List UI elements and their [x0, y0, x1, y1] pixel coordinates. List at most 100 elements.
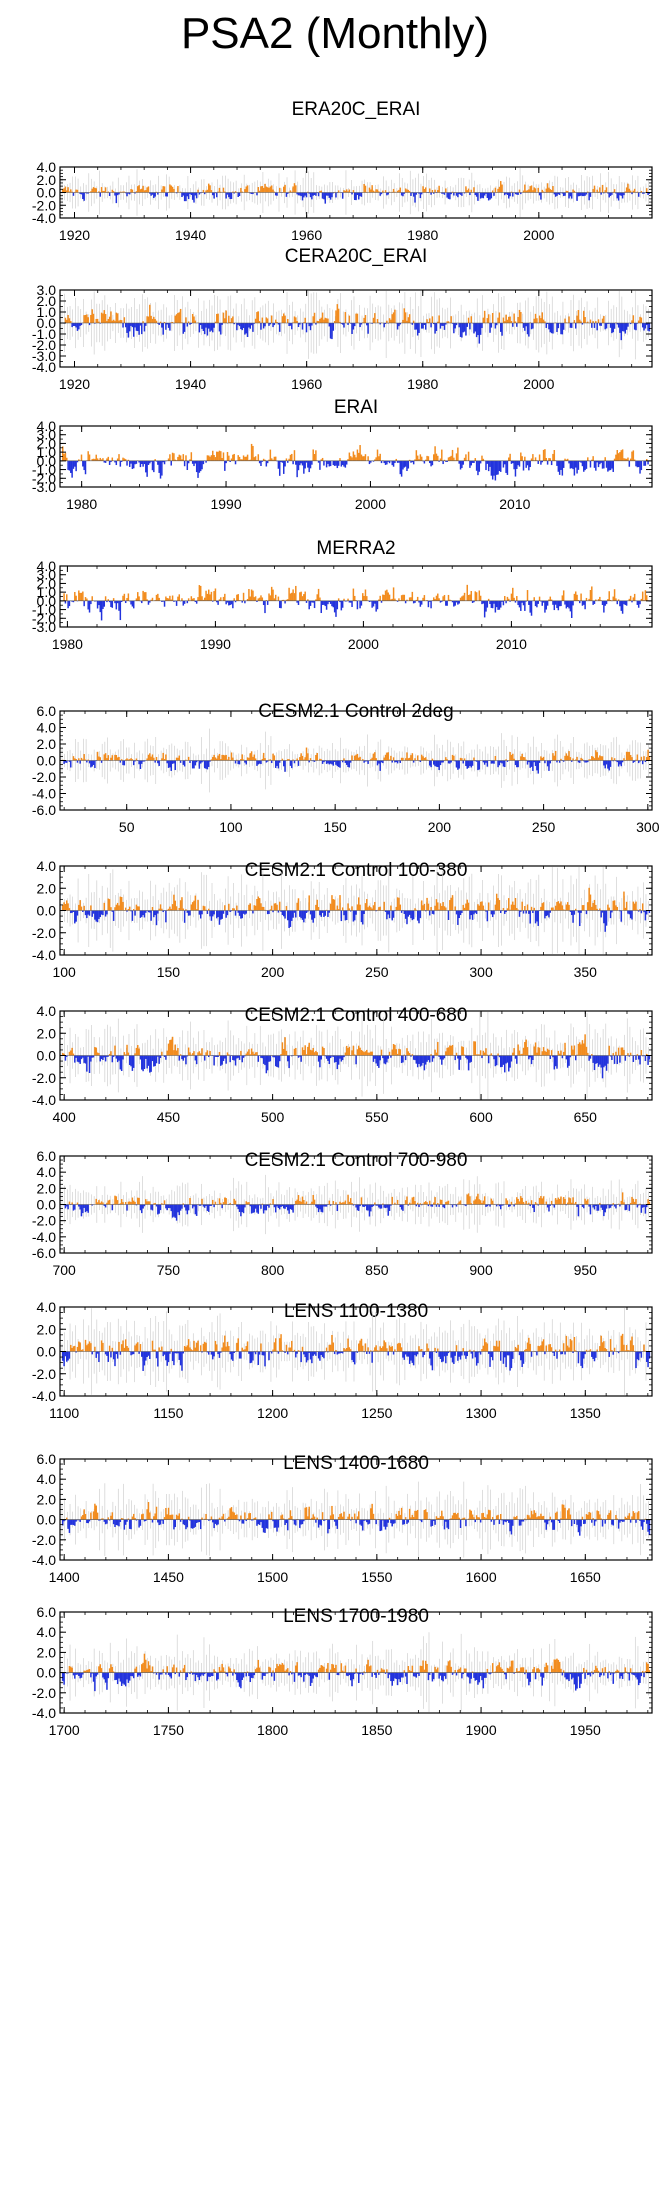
bar-negative: [394, 760, 396, 763]
bar-negative: [601, 1055, 604, 1079]
bar-positive: [560, 901, 562, 911]
bar-positive: [424, 459, 427, 461]
bar-positive: [111, 320, 114, 323]
bar-positive: [521, 753, 523, 761]
bar-negative: [579, 910, 581, 927]
bar-positive: [242, 592, 245, 601]
bar-positive: [241, 191, 243, 193]
bar-negative: [481, 1055, 483, 1059]
bar-positive: [445, 188, 447, 193]
bar-positive: [177, 596, 179, 601]
bar-positive: [605, 187, 608, 193]
panel-2: CERA20C_ERAI3.02.01.00.0-1.0-2.0-3.0-4.0…: [32, 246, 653, 392]
bar-negative: [400, 192, 403, 196]
bar-negative: [75, 1055, 77, 1058]
bar-negative: [124, 192, 127, 194]
bar-negative: [111, 600, 114, 608]
bar-negative: [627, 910, 629, 914]
bar-negative: [396, 600, 399, 602]
bar-positive: [281, 316, 284, 323]
bar-positive: [378, 191, 380, 193]
bar-positive: [241, 459, 243, 461]
bar-negative: [620, 192, 623, 196]
bar-negative: [424, 910, 427, 912]
bar-positive: [486, 318, 489, 323]
bar-negative: [537, 460, 539, 464]
bar-negative: [190, 192, 193, 196]
bar-negative: [68, 760, 71, 762]
bar-negative: [202, 760, 205, 762]
bar-negative: [340, 600, 343, 611]
bar-negative: [399, 760, 402, 763]
bar-negative: [478, 323, 481, 344]
bar-negative: [453, 192, 455, 196]
bar-negative: [191, 460, 194, 464]
bar-positive: [587, 457, 589, 461]
bar-negative: [143, 760, 146, 762]
bar-positive: [230, 752, 233, 761]
bar-positive: [293, 450, 296, 461]
bar-negative: [595, 460, 597, 471]
bar-negative: [459, 323, 462, 337]
bar-negative: [509, 1055, 511, 1068]
bar-negative: [497, 460, 499, 475]
y-tick-label: 0.0: [37, 903, 57, 919]
bar-positive: [307, 599, 309, 601]
x-tick-label: 550: [365, 1109, 389, 1125]
bar-positive: [491, 312, 494, 323]
bar-positive: [568, 904, 570, 911]
y-tick-label: 2.0: [37, 1025, 57, 1041]
bar-negative: [474, 192, 477, 196]
bar-negative: [600, 460, 602, 463]
bar-positive: [518, 309, 521, 323]
bar-positive: [203, 597, 206, 601]
bar-positive: [295, 1047, 297, 1056]
bar-negative: [272, 323, 274, 328]
bar-positive: [572, 1049, 574, 1056]
bar-negative: [169, 760, 171, 768]
bar-negative: [570, 460, 573, 469]
bar-positive: [273, 598, 276, 601]
bar-negative: [232, 1055, 234, 1061]
bar-negative: [153, 192, 155, 199]
bar-negative: [499, 1055, 502, 1068]
bar-positive: [98, 459, 100, 461]
bar-negative: [427, 1055, 430, 1061]
bar-negative: [545, 910, 548, 916]
bar-positive: [392, 587, 395, 601]
bar-negative: [611, 192, 613, 195]
bar-negative: [115, 600, 118, 610]
bar-positive: [557, 901, 560, 911]
bar-negative: [347, 760, 349, 767]
bar-positive: [588, 598, 590, 601]
bar-negative: [493, 192, 495, 196]
bar-negative: [557, 600, 560, 611]
bar-positive: [376, 189, 379, 193]
bar-negative: [520, 910, 522, 912]
bar-positive: [87, 759, 89, 761]
bar-positive: [396, 1053, 399, 1056]
bar-negative: [295, 460, 297, 465]
bar-positive: [549, 458, 552, 461]
bar-positive: [220, 191, 222, 193]
bar-positive: [364, 589, 367, 601]
bar-positive: [465, 454, 467, 461]
bar-negative: [115, 1055, 118, 1059]
bar-negative: [189, 192, 191, 194]
bar-negative: [207, 323, 210, 329]
bar-positive: [376, 909, 379, 911]
bar-positive: [138, 185, 140, 193]
bar-positive: [305, 1054, 308, 1056]
bar-negative: [82, 910, 84, 913]
bar-positive: [70, 1050, 72, 1056]
bar-negative: [562, 192, 565, 197]
bar-negative: [475, 760, 478, 762]
bar-negative: [128, 1055, 131, 1065]
bar-negative: [648, 1055, 651, 1060]
bar-positive: [64, 186, 67, 193]
bar-negative: [573, 910, 576, 915]
bar-positive: [169, 595, 171, 601]
bar-negative: [329, 192, 332, 200]
bar-positive: [234, 191, 237, 193]
bar-negative: [536, 910, 538, 922]
